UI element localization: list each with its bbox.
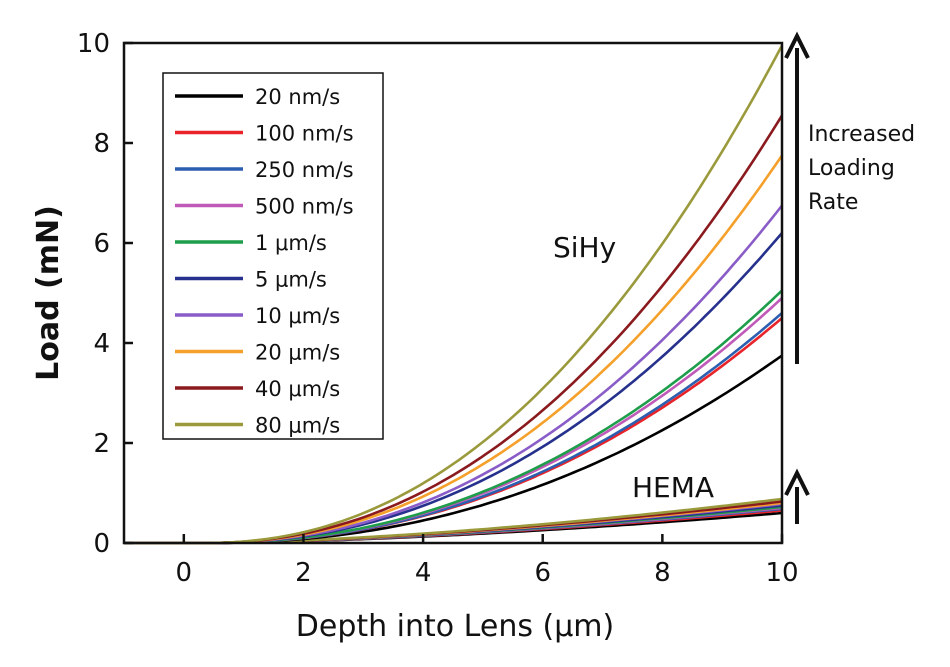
rate-label-line3: Rate — [808, 190, 858, 215]
legend-label: 100 nm/s — [255, 122, 354, 146]
x-tick-label: 2 — [295, 558, 312, 588]
x-tick-label: 10 — [765, 558, 798, 588]
legend-label: 250 nm/s — [255, 158, 354, 182]
increased-rate-arrow-small — [784, 468, 810, 524]
legend-label: 20 nm/s — [255, 85, 340, 109]
y-tick-label: 0 — [93, 529, 110, 559]
rate-label-line2: Loading — [808, 156, 895, 181]
plot-frame — [122, 41, 784, 545]
x-tick-label: 4 — [415, 558, 432, 588]
x-axis-title: Depth into Lens (μm) — [296, 609, 614, 644]
legend-label: 40 μm/s — [255, 377, 340, 401]
ticks-layer: 0 2 4 6 8 10 0 2 4 6 8 10 — [77, 29, 799, 588]
y-tick-label: 8 — [93, 129, 110, 159]
legend-label: 1 μm/s — [255, 231, 327, 255]
y-tick-label: 2 — [93, 429, 110, 459]
legend-label: 10 μm/s — [255, 304, 340, 328]
y-tick-label: 4 — [93, 329, 110, 359]
sihy-label: SiHy — [553, 231, 616, 264]
legend: 20 nm/s 100 nm/s 250 nm/s 500 nm/s 1 μm/s 5 μ… — [162, 72, 384, 440]
x-tick-label: 6 — [534, 558, 551, 588]
y-axis-title: Load (mN) — [31, 205, 66, 381]
legend-label: 5 μm/s — [255, 268, 327, 292]
increased-rate-arrow-large — [784, 31, 810, 364]
hema-label: HEMA — [632, 471, 714, 504]
legend-label: 80 μm/s — [255, 414, 340, 438]
y-tick-label: 10 — [77, 29, 110, 59]
x-tick-label: 8 — [654, 558, 671, 588]
legend-label: 500 nm/s — [255, 195, 354, 219]
legend-label: 20 μm/s — [255, 341, 340, 365]
x-tick-label: 0 — [176, 558, 193, 588]
rate-label-line1: Increased — [808, 122, 915, 147]
y-tick-label: 6 — [93, 229, 110, 259]
